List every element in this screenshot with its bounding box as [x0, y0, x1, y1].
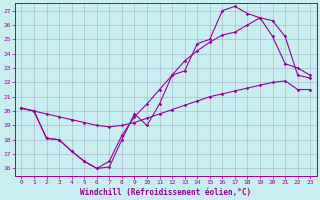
X-axis label: Windchill (Refroidissement éolien,°C): Windchill (Refroidissement éolien,°C): [80, 188, 252, 197]
